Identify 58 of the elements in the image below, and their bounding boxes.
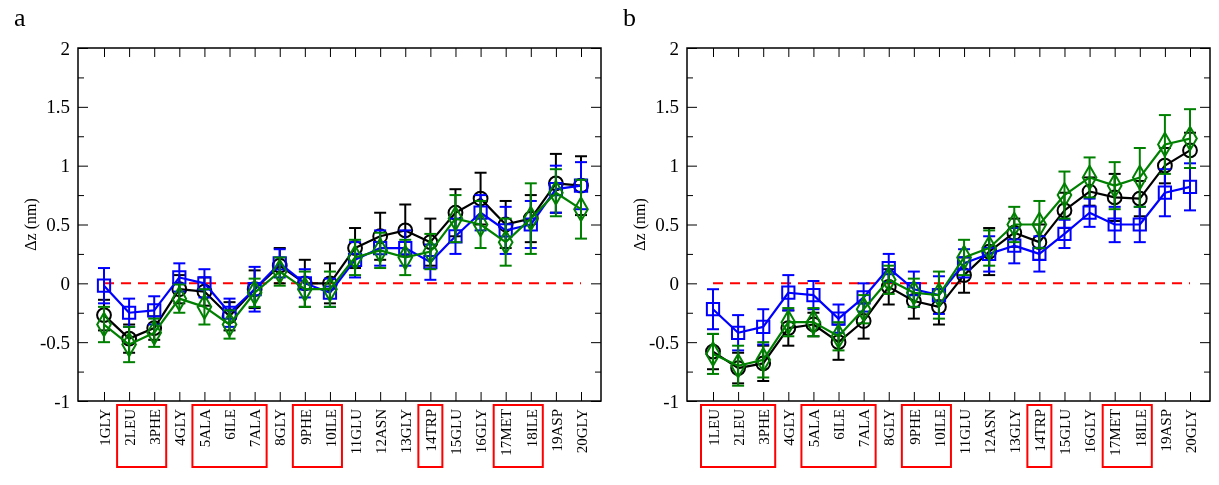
x-tick-label: 17MET <box>498 409 515 456</box>
x-tick-label: 4GLY <box>781 408 798 446</box>
x-tick-label: 18ILE <box>1132 409 1149 448</box>
x-tick-label: 7ALA <box>856 408 873 448</box>
y-tick-label: 1.5 <box>655 96 679 118</box>
x-tick-label: 13GLY <box>398 408 415 454</box>
x-tick-label: 12ASN <box>372 408 389 455</box>
x-tick-label: 16GLY <box>1082 408 1099 454</box>
y-tick-label: 1 <box>669 155 679 177</box>
x-tick-label: 4GLY <box>172 408 189 446</box>
y-axis-title: Δz (nm) <box>22 198 40 251</box>
x-tick-label: 2LEU <box>121 408 138 446</box>
x-tick-label: 7ALA <box>247 408 264 448</box>
y-tick-label: 2 <box>669 37 679 59</box>
x-tick-label: 5ALA <box>197 408 214 448</box>
y-tick-label: -0.5 <box>648 331 679 353</box>
y-tick-label: 0 <box>669 272 679 294</box>
x-tick-label: 15GLU <box>1057 408 1074 455</box>
x-tick-label: 9PHE <box>906 409 923 445</box>
x-tick-label: 20GLY <box>573 408 590 454</box>
chart-title: a <box>14 3 26 32</box>
x-tick-label: 11GLU <box>956 408 973 455</box>
x-tick-label: 1GLY <box>96 408 113 446</box>
x-tick-label: 19ASP <box>1157 409 1174 452</box>
y-tick-label: 1.5 <box>46 96 70 118</box>
x-tick-label: 10ILE <box>931 409 948 448</box>
y-tick-label: -0.5 <box>39 331 70 353</box>
y-tick-label: 0.5 <box>655 214 679 236</box>
x-tick-label: 10ILE <box>322 409 339 448</box>
x-tick-label: 13GLY <box>1007 408 1024 454</box>
y-tick-label: -1 <box>54 390 70 412</box>
x-tick-label: 17MET <box>1107 409 1124 456</box>
x-tick-label: 2LEU <box>730 408 747 446</box>
x-tick-label: 20GLY <box>1182 408 1199 454</box>
x-tick-label: 16GLY <box>473 408 490 454</box>
x-tick-label: 12ASN <box>981 408 998 455</box>
x-tick-label: 5ALA <box>806 408 823 448</box>
x-tick-label: 19ASP <box>548 409 565 452</box>
x-tick-label: 11GLU <box>347 408 364 455</box>
x-tick-label: 14TRP <box>1032 409 1049 452</box>
x-tick-label: 3PHE <box>146 409 163 445</box>
x-tick-label: 3PHE <box>755 409 772 445</box>
y-tick-label: 1 <box>60 155 70 177</box>
x-tick-label: 6ILE <box>222 409 239 440</box>
x-tick-label: 6ILE <box>831 409 848 440</box>
chart-title: b <box>623 3 636 32</box>
x-tick-label: 8GLY <box>881 408 898 446</box>
y-tick-label: 2 <box>60 37 70 59</box>
x-tick-label: 8GLY <box>272 408 289 446</box>
y-tick-label: -1 <box>663 390 679 412</box>
x-tick-label: 9PHE <box>297 409 314 445</box>
y-tick-label: 0 <box>60 272 70 294</box>
y-axis-title: Δz (nm) <box>631 198 649 251</box>
x-tick-label: 18ILE <box>523 409 540 448</box>
x-tick-label: 15GLU <box>448 408 465 455</box>
y-tick-label: 0.5 <box>46 214 70 236</box>
x-tick-label: 1LEU <box>705 408 722 446</box>
x-tick-label: 14TRP <box>423 409 440 452</box>
